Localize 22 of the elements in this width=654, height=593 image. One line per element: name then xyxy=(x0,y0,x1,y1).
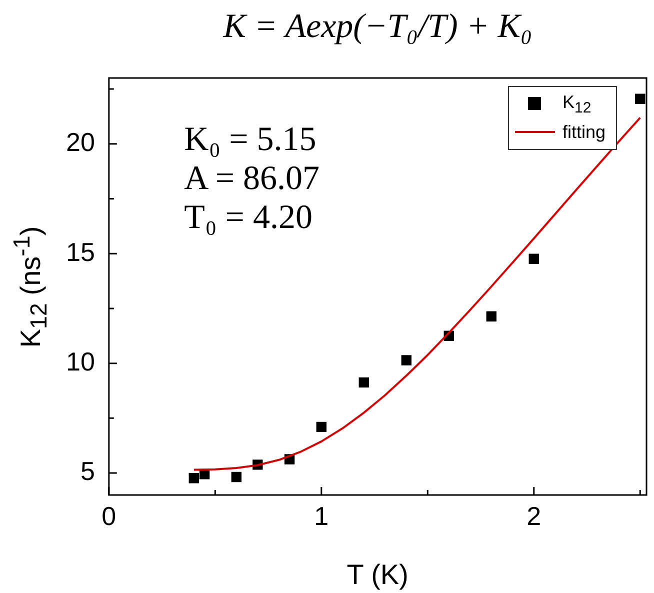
point xyxy=(188,473,200,484)
point xyxy=(528,254,539,264)
legend-label: fitting xyxy=(562,122,606,142)
x-tick-label: 1 xyxy=(314,501,329,532)
annotation: T₀ = 4.20 xyxy=(184,198,312,236)
point xyxy=(358,377,369,388)
point xyxy=(401,355,412,366)
y-tick-label: 15 xyxy=(66,236,95,267)
legend-label: K$_{12}$ xyxy=(562,92,592,116)
y-tick-label: 5 xyxy=(80,456,95,486)
x-axis-title: T (K) xyxy=(346,559,408,591)
point xyxy=(635,94,646,104)
point xyxy=(316,422,326,432)
annotation: A = 86.07 xyxy=(184,160,320,197)
y-tick-label: 20 xyxy=(66,127,95,158)
point xyxy=(231,472,242,482)
x-tick-label: 2 xyxy=(526,501,542,532)
chart-title: K = Aexp(−T₀/T) + K₀ xyxy=(223,8,532,46)
y-tick-label: 10 xyxy=(66,346,95,376)
annotation: K₀ = 5.15 xyxy=(184,120,316,158)
x-tick-label: 0 xyxy=(102,501,116,532)
point xyxy=(486,311,496,322)
